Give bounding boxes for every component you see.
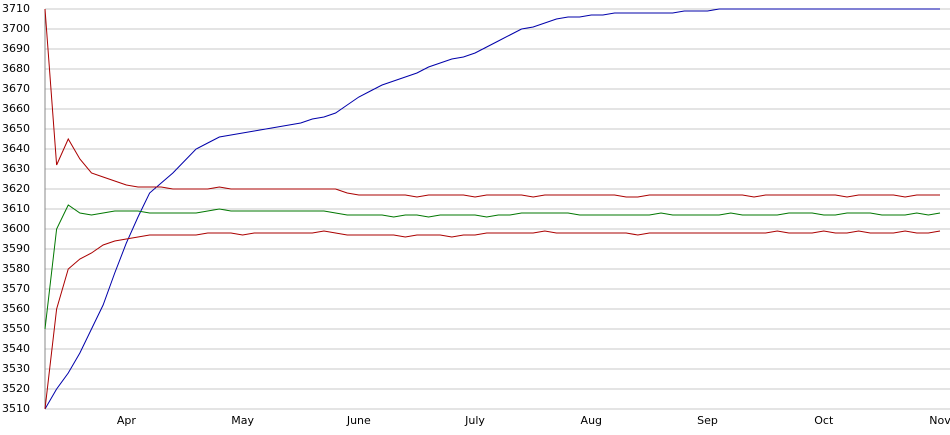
y-tick-label: 3640 [2,142,30,155]
y-tick-label: 3530 [2,362,30,375]
series-line [44,204,941,330]
series-line [44,8,940,410]
y-tick-label: 3700 [2,22,30,35]
x-tick-label: Aug [581,414,602,427]
y-tick-label: 3660 [2,102,30,115]
x-tick-label: Sep [697,414,718,427]
y-tick-label: 3550 [2,322,30,335]
y-tick-label: 3630 [2,162,30,175]
x-tick-label: May [231,414,254,427]
y-tick-label: 3520 [2,382,30,395]
y-tick-label: 3560 [2,302,30,315]
y-tick-label: 3540 [2,342,30,355]
x-tick-label: Nov [929,414,950,427]
y-tick-label: 3620 [2,182,30,195]
y-tick-label: 3690 [2,42,30,55]
y-tick-label: 3670 [2,82,30,95]
series-line [44,8,940,198]
y-tick-label: 3650 [2,122,30,135]
y-tick-label: 3510 [2,402,30,415]
y-tick-label: 3680 [2,62,30,75]
y-tick-label: 3580 [2,262,30,275]
y-tick-label: 3600 [2,222,30,235]
x-tick-label: Oct [814,414,834,427]
y-tick-label: 3590 [2,242,30,255]
x-tick-label: Apr [117,414,137,427]
series-line [44,230,941,410]
y-tick-label: 3710 [2,2,30,15]
x-tick-label: June [346,414,371,427]
y-tick-label: 3610 [2,202,30,215]
y-tick-label: 3570 [2,282,30,295]
x-tick-label: July [464,414,485,427]
